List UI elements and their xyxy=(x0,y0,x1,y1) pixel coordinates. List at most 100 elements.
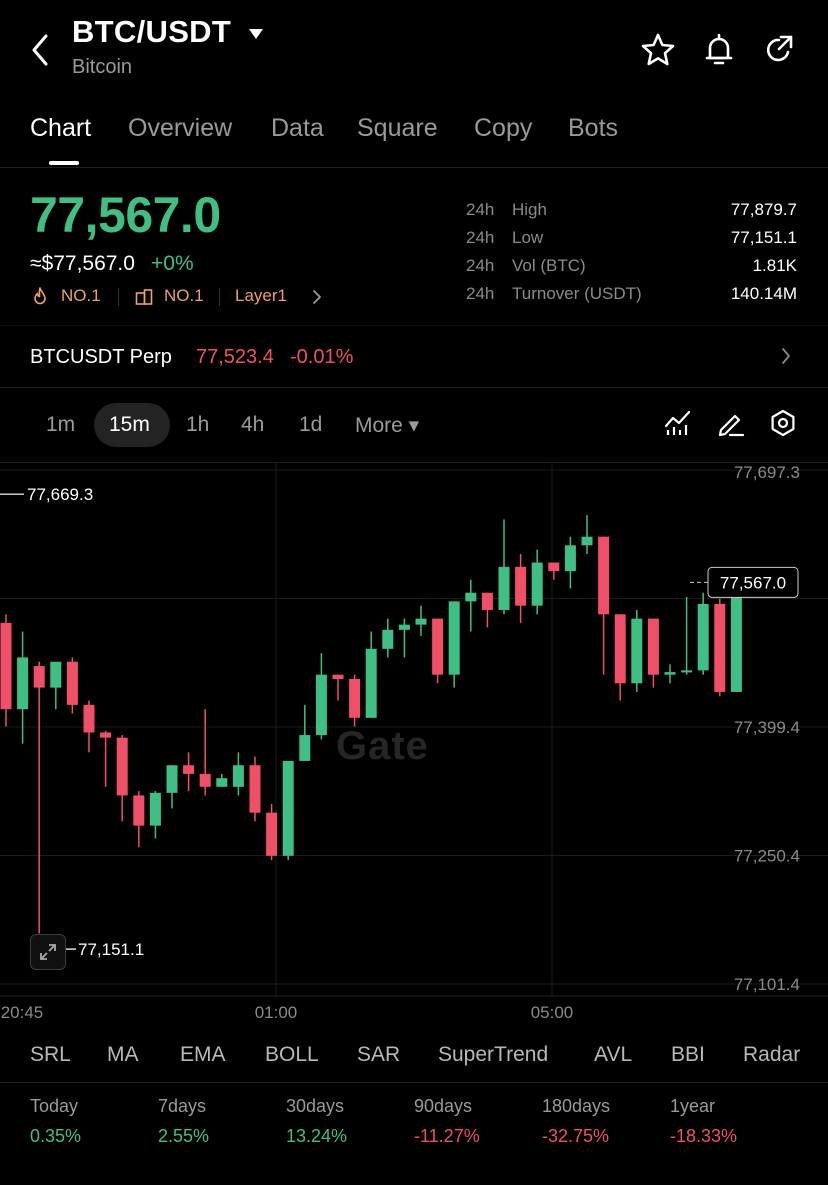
divider xyxy=(0,167,828,168)
candle-body xyxy=(266,812,278,856)
candle-body xyxy=(614,614,626,684)
draw-pen-icon[interactable] xyxy=(716,408,746,438)
interval-1m[interactable]: 1m xyxy=(46,413,76,436)
y-tick-label: 77,101.4 xyxy=(734,975,800,994)
perf-value: -32.75% xyxy=(542,1126,610,1146)
perf-label: Today xyxy=(30,1096,79,1116)
active-tab-indicator xyxy=(49,161,79,165)
candle-body xyxy=(481,592,493,610)
candle-body xyxy=(133,795,145,826)
dropdown-caret-icon[interactable] xyxy=(248,24,264,45)
separator xyxy=(219,288,220,306)
stat-period: 24h xyxy=(466,284,495,303)
pair-subtitle: Bitcoin xyxy=(72,56,133,78)
candle-body xyxy=(183,765,195,774)
bell-icon[interactable] xyxy=(701,32,737,68)
candle-body xyxy=(166,765,178,793)
perp-change: -0.01% xyxy=(290,346,354,368)
indicator-ema[interactable]: EMA xyxy=(180,1043,226,1066)
interval-1h[interactable]: 1h xyxy=(186,413,210,436)
candle-body xyxy=(548,562,560,572)
candle-body xyxy=(415,618,427,625)
perf-value: -11.27% xyxy=(414,1126,480,1146)
stat-label: Turnover (USDT) xyxy=(512,284,642,303)
candle-body xyxy=(631,618,643,684)
candle-body xyxy=(216,778,228,787)
indicator-boll[interactable]: BOLL xyxy=(265,1043,319,1066)
candlestick-chart[interactable]: 77,697.3 77,399.4 77,250.4 77,101.4 77,669.3… xyxy=(0,462,828,1022)
candle-body xyxy=(149,792,161,826)
stat-period: 24h xyxy=(466,228,495,247)
fullscreen-icon[interactable] xyxy=(30,934,66,970)
perf-label: 180days xyxy=(542,1096,611,1116)
indicator-radar[interactable]: Radar xyxy=(743,1043,801,1066)
indicator-srl[interactable]: SRL xyxy=(30,1043,71,1066)
candle-body xyxy=(332,674,344,679)
x-tick-label: 05:00 xyxy=(531,1003,574,1022)
chevron-right-icon[interactable] xyxy=(312,289,322,310)
interval-4h[interactable]: 4h xyxy=(241,413,265,436)
perf-label: 1year xyxy=(670,1096,716,1116)
tab-square[interactable]: Square xyxy=(357,114,438,142)
candle-body xyxy=(581,536,593,546)
interval-15m[interactable]: 15m xyxy=(109,413,150,436)
low-marker-label: 77,151.1 xyxy=(78,940,144,959)
back-icon[interactable] xyxy=(28,32,56,68)
star-icon[interactable] xyxy=(640,32,676,68)
candle-body xyxy=(647,618,659,675)
x-tick-label: 20:45 xyxy=(1,1003,44,1022)
tab-data[interactable]: Data xyxy=(271,114,324,142)
candle-body xyxy=(432,618,444,675)
sector-tag[interactable]: Layer1 xyxy=(235,286,287,305)
divider xyxy=(0,462,828,463)
candle-body xyxy=(349,678,361,718)
tab-copy[interactable]: Copy xyxy=(474,114,533,142)
candle-body xyxy=(365,648,377,718)
candle-body xyxy=(564,545,576,572)
candle-body xyxy=(714,603,726,692)
stat-label: High xyxy=(512,200,547,219)
perf-label: 90days xyxy=(414,1096,473,1116)
tab-chart[interactable]: Chart xyxy=(30,114,92,142)
perp-label[interactable]: BTCUSDT Perp xyxy=(30,346,172,368)
chevron-right-icon[interactable] xyxy=(780,346,792,371)
perf-value: 2.55% xyxy=(158,1126,210,1146)
candle-body xyxy=(66,661,78,705)
indicator-bbi[interactable]: BBI xyxy=(671,1043,705,1066)
stat-period: 24h xyxy=(466,256,495,275)
share-icon[interactable] xyxy=(761,32,797,68)
last-price: 77,567.0 xyxy=(30,187,221,243)
pair-title[interactable]: BTC/USDT xyxy=(72,14,232,49)
candle-body xyxy=(0,622,12,710)
rank-market[interactable]: NO.1 xyxy=(164,286,204,305)
indicator-supertrend[interactable]: SuperTrend xyxy=(438,1043,549,1066)
candle-body xyxy=(730,597,742,692)
settings-icon[interactable] xyxy=(768,408,798,438)
candle-body xyxy=(465,592,477,602)
candle-body xyxy=(50,661,62,688)
y-tick-label: 77,399.4 xyxy=(734,718,800,737)
candle-body xyxy=(448,601,460,675)
stat-high-value: 77,879.7 xyxy=(730,200,797,219)
stat-label: Vol (BTC) xyxy=(512,256,586,275)
tab-overview[interactable]: Overview xyxy=(128,114,233,142)
indicator-avl[interactable]: AVL xyxy=(594,1043,633,1066)
stat-period: 24h xyxy=(466,200,495,219)
interval-1d[interactable]: 1d xyxy=(299,413,323,436)
candle-body xyxy=(83,704,95,733)
candle-body xyxy=(33,666,45,688)
perf-value: -18.33% xyxy=(670,1126,738,1146)
indicator-sar[interactable]: SAR xyxy=(357,1043,401,1066)
indicator-ma[interactable]: MA xyxy=(107,1043,139,1066)
rank-hot[interactable]: NO.1 xyxy=(61,286,101,305)
candle-body xyxy=(681,670,693,673)
tab-bots[interactable]: Bots xyxy=(568,114,619,142)
y-tick-label: 77,250.4 xyxy=(734,846,800,865)
candle-body xyxy=(17,657,29,710)
divider xyxy=(0,387,828,388)
interval-more-dropdown[interactable]: More ▾ xyxy=(355,414,420,437)
usd-price: ≈$77,567.0 xyxy=(30,252,135,275)
candle-body xyxy=(199,773,211,787)
stat-volume-value: 1.81K xyxy=(752,256,797,275)
indicator-icon[interactable] xyxy=(663,408,693,438)
